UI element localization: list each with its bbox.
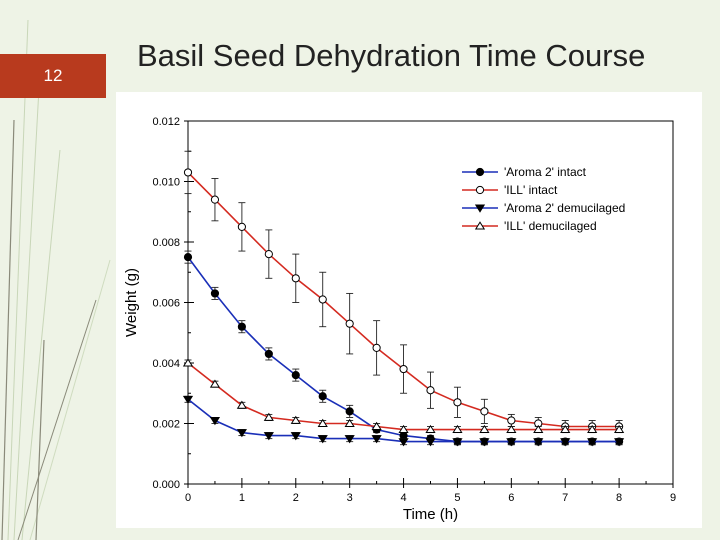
legend-label: 'ILL' intact (504, 183, 558, 197)
series-2 (182, 395, 625, 447)
data-point (318, 392, 327, 401)
data-point (264, 349, 273, 359)
data-point (398, 424, 409, 433)
data-point (398, 438, 409, 447)
data-point (344, 418, 355, 427)
data-point (236, 400, 247, 409)
data-point (344, 435, 355, 444)
data-point (479, 438, 490, 447)
legend: 'Aroma 2' intact 'ILL' intact 'Aroma 2' de… (462, 165, 625, 233)
data-point (236, 429, 247, 438)
data-point (291, 371, 300, 380)
legend-label: 'Aroma 2' intact (504, 165, 587, 179)
data-point (614, 424, 625, 433)
data-point (372, 343, 381, 352)
data-point (371, 435, 382, 444)
data-point (264, 250, 273, 259)
legend-marker (474, 221, 486, 230)
series-1 (183, 150, 624, 434)
data-point (480, 407, 489, 416)
x-tick-label: 3 (347, 492, 353, 504)
data-point (371, 421, 382, 430)
data-point (345, 407, 354, 416)
data-point (290, 415, 301, 424)
data-point (399, 431, 408, 440)
y-tick-label: 0.012 (152, 116, 180, 128)
x-tick-label: 8 (616, 492, 622, 504)
y-tick-label: 0.010 (152, 177, 180, 189)
data-point (318, 295, 327, 304)
legend-marker (474, 204, 486, 213)
slide-title: Basil Seed Dehydration Time Course (137, 38, 646, 73)
data-point (237, 222, 246, 231)
data-point (507, 416, 516, 425)
data-point (209, 379, 221, 388)
data-point (453, 398, 462, 407)
x-tick-label: 6 (508, 492, 514, 504)
data-point (425, 424, 436, 433)
x-tick-label: 4 (400, 492, 406, 504)
slide-number-badge: 12 (0, 54, 106, 98)
data-point (182, 358, 194, 367)
y-axis-label: Weight (g) (123, 268, 140, 337)
data-point (237, 322, 246, 331)
y-tick-label: 0.008 (152, 237, 180, 249)
data-point (506, 424, 517, 433)
data-point (479, 424, 490, 433)
data-point (560, 424, 571, 433)
x-tick-label: 5 (454, 492, 460, 504)
data-point (425, 438, 436, 447)
data-point (263, 412, 274, 421)
x-axis-label: Time (h) (403, 506, 458, 523)
data-point (263, 432, 274, 441)
y-tick-label: 0.006 (152, 298, 180, 310)
data-point (291, 274, 300, 283)
data-point (399, 364, 408, 374)
series (182, 150, 625, 447)
data-point (506, 438, 517, 447)
x-tick-label: 0 (185, 492, 191, 504)
data-point (533, 424, 544, 433)
y-tick-label: 0.000 (152, 479, 180, 491)
x-tick-label: 9 (670, 492, 676, 504)
data-point (290, 432, 301, 441)
legend-marker (475, 167, 485, 177)
chart: 0 1 2 3 4 5 6 7 8 9 0.000 0.002 0.004 0.006 0.008 0.010… (123, 116, 676, 523)
legend-marker (475, 185, 485, 195)
data-point (182, 395, 194, 405)
y-tick-label: 0.004 (152, 358, 180, 370)
slide-number: 12 (43, 66, 63, 85)
data-point (452, 424, 463, 433)
x-tick-label: 1 (239, 492, 245, 504)
series-3 (182, 358, 625, 434)
data-point (533, 438, 544, 447)
data-point (210, 289, 220, 298)
ticks: 0 1 2 3 4 5 6 7 8 9 0.000 0.002 0.004 0.006 0.008 0.010… (152, 116, 676, 504)
y-tick-label: 0.002 (152, 419, 180, 431)
data-point (183, 168, 193, 177)
data-point (317, 435, 328, 444)
data-point (183, 253, 193, 262)
data-point (614, 438, 625, 447)
data-point (209, 417, 221, 426)
data-point (452, 438, 463, 447)
data-point (587, 424, 598, 433)
x-tick-label: 2 (293, 492, 299, 504)
data-point (587, 438, 598, 447)
legend-label: 'ILL' demucilaged (504, 219, 597, 233)
x-tick-label: 7 (562, 492, 568, 504)
data-point (345, 319, 354, 328)
chart-panel: 0 1 2 3 4 5 6 7 8 9 0.000 0.002 0.004 0.006 0.008 0.010… (116, 92, 702, 528)
data-point (317, 418, 328, 427)
data-point (210, 195, 220, 204)
data-point (426, 386, 435, 395)
legend-label: 'Aroma 2' demucilaged (504, 201, 625, 215)
data-point (560, 438, 571, 447)
